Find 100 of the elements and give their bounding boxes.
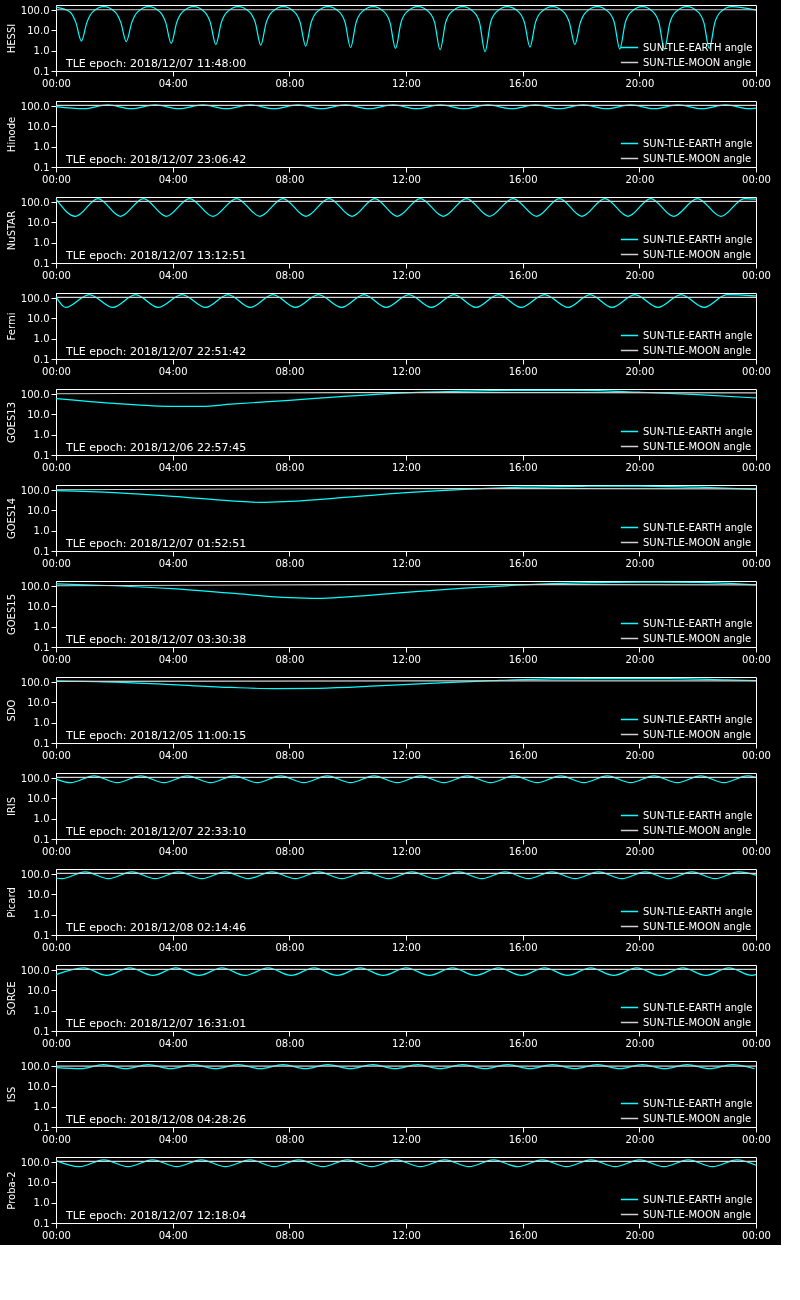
- annotation: TLE epoch: 2018/12/07 12:18:04: [65, 1209, 247, 1222]
- y-tick-label: 1.0: [33, 909, 50, 921]
- x-tick-label: 00:00: [742, 1133, 771, 1145]
- y-tick-label: 10.0: [27, 1080, 50, 1092]
- x-tick-label: 12:00: [392, 365, 421, 377]
- x-tick-label: 00:00: [42, 749, 71, 761]
- x-tick-label: 00:00: [742, 461, 771, 473]
- legend-label: SUN-TLE-EARTH angle: [643, 41, 753, 53]
- x-tick-label: 08:00: [275, 269, 305, 281]
- y-tick-label: 0.1: [33, 1121, 50, 1133]
- x-tick-label: 04:00: [158, 461, 188, 473]
- y-tick-label: 100.0: [20, 292, 50, 304]
- y-tick-label: 10.0: [27, 696, 50, 708]
- x-tick-label: 08:00: [275, 557, 305, 569]
- x-tick-label: 12:00: [392, 1133, 421, 1145]
- legend-label: SUN-TLE-EARTH angle: [643, 713, 753, 725]
- y-tick-label: 0.1: [33, 833, 50, 845]
- x-tick-label: 20:00: [625, 653, 655, 665]
- y-axis-title: ISS: [5, 1086, 17, 1103]
- x-tick-label: 12:00: [392, 1229, 421, 1241]
- x-tick-label: 00:00: [742, 845, 771, 857]
- y-axis-title: SDO: [5, 699, 17, 722]
- x-tick-label: 20:00: [625, 941, 655, 953]
- y-tick-label: 100.0: [20, 196, 50, 208]
- x-tick-label: 08:00: [275, 461, 305, 473]
- y-tick-label: 100.0: [20, 868, 50, 880]
- x-tick-label: 12:00: [392, 557, 421, 569]
- y-axis-title: NuSTAR: [5, 210, 17, 251]
- y-tick-label: 0.1: [33, 353, 50, 365]
- x-tick-label: 00:00: [742, 173, 771, 185]
- annotation: TLE epoch: 2018/12/07 13:12:51: [65, 249, 247, 262]
- legend-label: SUN-TLE-MOON angle: [643, 824, 752, 836]
- x-tick-label: 00:00: [42, 845, 71, 857]
- x-tick-label: 00:00: [742, 557, 771, 569]
- x-tick-label: 20:00: [625, 173, 655, 185]
- legend-label: SUN-TLE-MOON angle: [643, 248, 752, 260]
- x-tick-label: 04:00: [158, 1037, 188, 1049]
- legend-label: SUN-TLE-MOON angle: [643, 728, 752, 740]
- y-axis-title: SORCE: [5, 981, 17, 1016]
- legend-label: SUN-TLE-MOON angle: [643, 1112, 752, 1124]
- y-axis-title: Fermi: [5, 312, 17, 341]
- y-axis-title: IRIS: [5, 796, 17, 817]
- annotation: TLE epoch: 2018/12/07 01:52:51: [65, 537, 247, 550]
- x-tick-label: 04:00: [158, 1133, 188, 1145]
- x-tick-label: 00:00: [742, 653, 771, 665]
- y-tick-label: 1.0: [33, 1005, 50, 1017]
- y-tick-label: 0.1: [33, 737, 50, 749]
- y-tick-label: 1.0: [33, 1197, 50, 1209]
- x-tick-label: 08:00: [275, 1037, 305, 1049]
- annotation: TLE epoch: 2018/12/08 02:14:46: [65, 921, 247, 934]
- legend-label: SUN-TLE-MOON angle: [643, 632, 752, 644]
- y-axis-title: GOES15: [5, 593, 17, 636]
- y-tick-label: 0.1: [33, 1025, 50, 1037]
- legend-label: SUN-TLE-EARTH angle: [643, 905, 753, 917]
- x-tick-label: 16:00: [508, 941, 538, 953]
- x-tick-label: 20:00: [625, 557, 655, 569]
- y-tick-label: 10.0: [27, 984, 50, 996]
- x-tick-label: 08:00: [275, 365, 305, 377]
- x-tick-label: 08:00: [275, 749, 305, 761]
- y-tick-label: 0.1: [33, 257, 50, 269]
- legend-label: SUN-TLE-EARTH angle: [643, 1097, 753, 1109]
- x-tick-label: 12:00: [392, 941, 421, 953]
- x-tick-label: 04:00: [158, 1229, 188, 1241]
- x-tick-label: 08:00: [275, 173, 305, 185]
- x-tick-label: 16:00: [508, 845, 538, 857]
- legend-label: SUN-TLE-EARTH angle: [643, 137, 753, 149]
- x-tick-label: 20:00: [625, 1229, 655, 1241]
- x-tick-label: 00:00: [42, 557, 71, 569]
- x-tick-label: 16:00: [508, 557, 538, 569]
- y-tick-label: 1.0: [33, 1101, 50, 1113]
- x-tick-label: 00:00: [742, 1229, 771, 1241]
- x-tick-label: 20:00: [625, 461, 655, 473]
- legend-label: SUN-TLE-MOON angle: [643, 1208, 752, 1220]
- y-tick-label: 10.0: [27, 24, 50, 36]
- x-tick-label: 16:00: [508, 1229, 538, 1241]
- y-tick-label: 1.0: [33, 813, 50, 825]
- x-tick-label: 04:00: [158, 653, 188, 665]
- legend-label: SUN-TLE-MOON angle: [643, 344, 752, 356]
- legend-label: SUN-TLE-EARTH angle: [643, 809, 753, 821]
- y-tick-label: 10.0: [27, 888, 50, 900]
- y-tick-label: 10.0: [27, 600, 50, 612]
- x-tick-label: 00:00: [42, 461, 71, 473]
- x-tick-label: 16:00: [508, 173, 538, 185]
- y-tick-label: 1.0: [33, 141, 50, 153]
- x-tick-label: 08:00: [275, 845, 305, 857]
- y-tick-label: 1.0: [33, 717, 50, 729]
- x-tick-label: 04:00: [158, 365, 188, 377]
- x-tick-label: 12:00: [392, 653, 421, 665]
- legend-label: SUN-TLE-EARTH angle: [643, 233, 753, 245]
- legend-label: SUN-TLE-MOON angle: [643, 536, 752, 548]
- y-tick-label: 100.0: [20, 1060, 50, 1072]
- x-tick-label: 20:00: [625, 77, 655, 89]
- y-tick-label: 1.0: [33, 621, 50, 633]
- x-tick-label: 16:00: [508, 749, 538, 761]
- legend-label: SUN-TLE-EARTH angle: [643, 1193, 753, 1205]
- x-tick-label: 12:00: [392, 461, 421, 473]
- y-tick-label: 0.1: [33, 65, 50, 77]
- x-tick-label: 00:00: [42, 77, 71, 89]
- y-tick-label: 10.0: [27, 792, 50, 804]
- annotation: TLE epoch: 2018/12/06 22:57:45: [65, 441, 247, 454]
